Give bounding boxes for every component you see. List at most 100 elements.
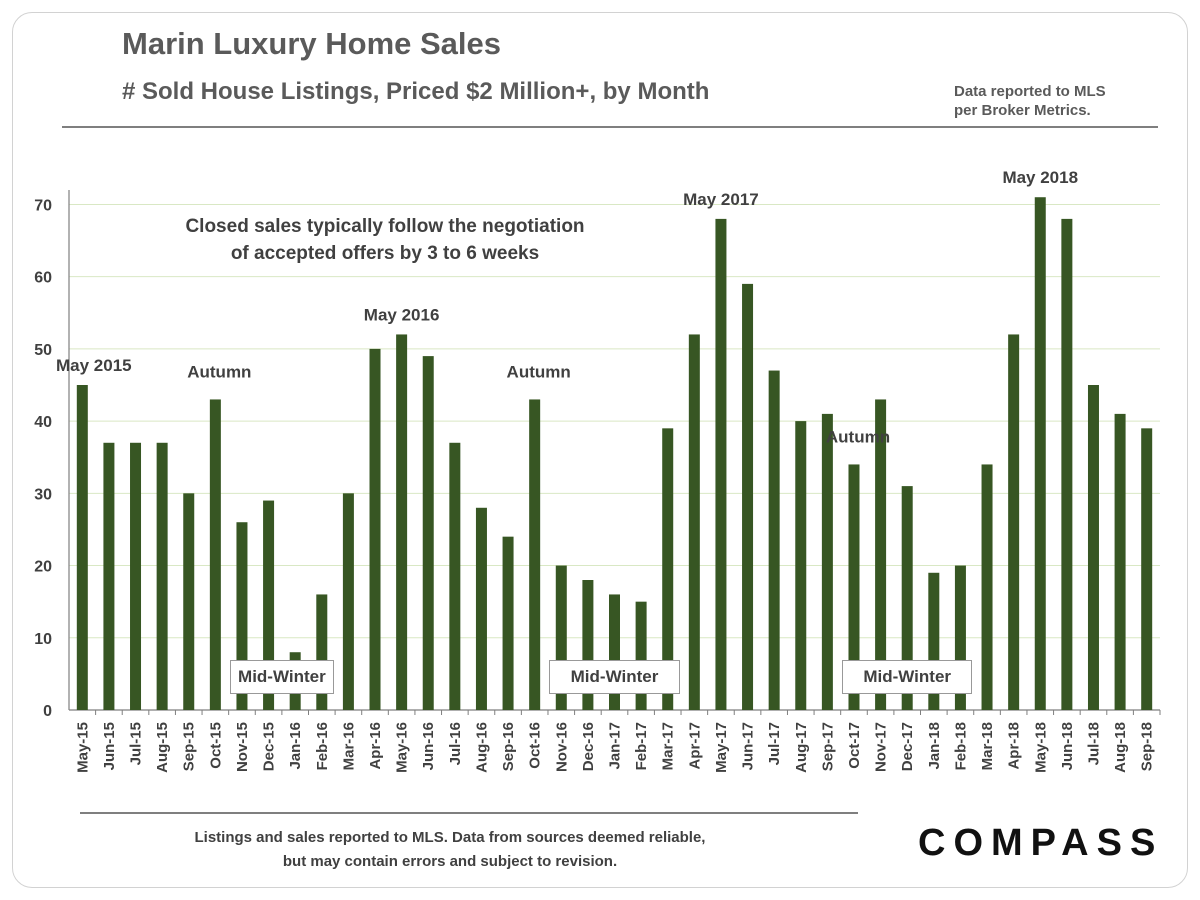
footer-line2: but may contain errors and subject to re… [282, 853, 618, 870]
bar [529, 399, 541, 710]
x-tick-label: Mar-18 [979, 722, 996, 770]
bar [609, 594, 620, 710]
bar [1087, 385, 1099, 710]
peak-label: May 2015 [56, 356, 132, 375]
y-tick-label: 60 [34, 270, 52, 287]
bar [103, 442, 115, 710]
chart-note-line1: Closed sales typically follow the negoti… [185, 216, 584, 237]
x-tick-label: Jun-16 [420, 722, 437, 770]
x-tick-label: Mar-16 [340, 722, 357, 770]
compass-logo: COMPASS [918, 822, 1164, 864]
mid-winter-label: Mid-Winter [229, 660, 334, 694]
bar [1008, 334, 1020, 710]
x-tick-label: Jul-17 [766, 722, 783, 765]
bar [156, 442, 168, 710]
x-tick-label: Jul-18 [1085, 722, 1102, 765]
x-tick-label: Oct-15 [207, 722, 224, 769]
bar [396, 334, 408, 710]
x-tick-label: Aug-16 [473, 722, 490, 773]
y-tick-label: 30 [34, 486, 52, 503]
peak-label: May 2017 [683, 190, 759, 209]
x-tick-label: May-15 [74, 722, 91, 773]
x-tick-label: May-18 [1032, 722, 1049, 773]
source-note-line1: Data reported to MLS [954, 83, 1106, 100]
x-tick-label: Jun-15 [101, 722, 118, 770]
y-tick-label: 10 [34, 631, 52, 648]
y-tick-label: 40 [34, 414, 52, 431]
bar [1141, 428, 1153, 710]
bar [236, 522, 248, 710]
bar [742, 283, 754, 710]
x-tick-label: Feb-17 [633, 722, 650, 770]
bar [715, 218, 727, 710]
x-tick-label: Apr-18 [1006, 722, 1023, 770]
bar [342, 493, 354, 710]
x-tick-label: Sep-15 [181, 722, 198, 771]
bar [768, 370, 780, 710]
bar [422, 356, 434, 710]
x-tick-label: Dec-15 [261, 722, 278, 771]
x-tick-label: Oct-17 [846, 722, 863, 769]
x-tick-label: Jul-16 [447, 722, 464, 765]
x-tick-label: Apr-16 [367, 722, 384, 770]
x-tick-label: May-16 [394, 722, 411, 773]
bar [449, 442, 461, 710]
x-tick-label: Feb-18 [952, 722, 969, 770]
autumn-label: Autumn [826, 427, 890, 446]
source-note: Data reported to MLS per Broker Metrics. [954, 82, 1154, 120]
bar [502, 536, 514, 710]
mid-winter-label: Mid-Winter [842, 660, 973, 694]
bar [1114, 413, 1126, 710]
x-tick-label: Jun-18 [1059, 722, 1076, 770]
x-tick-label: Jan-18 [926, 722, 943, 770]
bar [954, 565, 966, 710]
bar [1061, 218, 1073, 710]
y-tick-label: 20 [34, 559, 52, 576]
bar [1034, 197, 1046, 710]
y-tick-label: 70 [34, 197, 52, 214]
x-tick-label: Dec-16 [580, 722, 597, 771]
bar [875, 399, 887, 710]
chart-title: Marin Luxury Home Sales [122, 26, 502, 61]
bar [475, 507, 487, 710]
x-tick-label: Aug-15 [154, 722, 171, 773]
bar [981, 464, 993, 710]
footer-disclaimer: Listings and sales reported to MLS. Data… [80, 826, 820, 874]
bar [130, 442, 142, 710]
x-tick-label: Nov-17 [873, 722, 890, 772]
bar [848, 464, 860, 710]
bar [555, 565, 567, 710]
bar [263, 500, 275, 710]
x-tick-label: Jan-16 [287, 722, 304, 770]
x-tick-label: Nov-16 [553, 722, 570, 772]
bar [662, 428, 674, 710]
chart-frame [12, 12, 1188, 888]
x-tick-label: Nov-15 [234, 722, 251, 772]
x-tick-label: Oct-16 [527, 722, 544, 769]
chart-note-line2: of accepted offers by 3 to 6 weeks [231, 243, 539, 264]
x-tick-label: Apr-17 [686, 722, 703, 770]
y-tick-label: 0 [43, 703, 52, 720]
bar [635, 601, 647, 710]
footer-line1: Listings and sales reported to MLS. Data… [194, 829, 706, 846]
y-tick-label: 50 [34, 342, 52, 359]
x-tick-label: Aug-18 [1112, 722, 1129, 773]
bar [795, 421, 807, 710]
bar [928, 572, 940, 710]
bar [821, 413, 833, 710]
x-tick-label: Jul-15 [128, 722, 145, 765]
mid-winter-label: Mid-Winter [549, 660, 680, 694]
peak-label: May 2016 [364, 305, 440, 324]
peak-label: May 2018 [1002, 168, 1078, 187]
x-tick-label: Sep-18 [1139, 722, 1156, 771]
x-tick-label: Sep-17 [819, 722, 836, 771]
x-tick-label: Aug-17 [793, 722, 810, 773]
x-tick-label: Jan-17 [607, 722, 624, 770]
x-tick-label: Dec-17 [899, 722, 916, 771]
bar [369, 348, 381, 710]
bar [901, 486, 913, 710]
chart-subtitle: # Sold House Listings, Priced $2 Million… [122, 78, 710, 105]
bar [582, 580, 594, 710]
bar [209, 399, 221, 710]
